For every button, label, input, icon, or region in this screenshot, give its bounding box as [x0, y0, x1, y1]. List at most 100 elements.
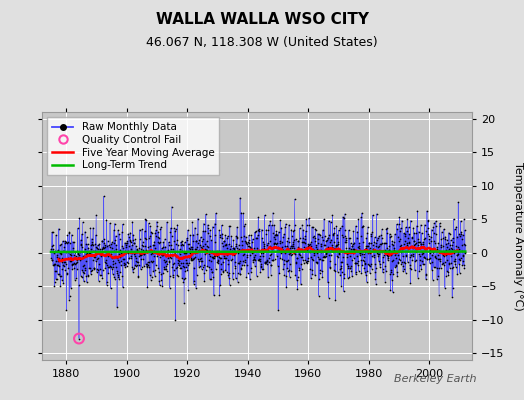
- Point: [91, 254, 100, 260]
- Point: [456, 257, 464, 264]
- Point: [382, 240, 390, 247]
- Point: [185, 260, 194, 267]
- Point: [315, 267, 324, 274]
- Point: [125, 243, 133, 249]
- Point: [234, 242, 243, 248]
- Point: [216, 255, 225, 261]
- Point: [138, 226, 146, 232]
- Point: [369, 246, 377, 252]
- Point: [322, 238, 331, 244]
- Point: [70, 252, 78, 258]
- Point: [291, 222, 299, 228]
- Point: [297, 260, 305, 267]
- Point: [328, 212, 336, 218]
- Point: [149, 268, 158, 274]
- Point: [236, 194, 244, 201]
- Point: [71, 249, 80, 255]
- Point: [434, 273, 442, 280]
- Point: [293, 255, 301, 262]
- Point: [102, 217, 111, 223]
- Point: [221, 267, 230, 274]
- Point: [266, 243, 274, 250]
- Point: [294, 238, 302, 244]
- Point: [426, 250, 434, 256]
- Point: [359, 239, 367, 245]
- Point: [231, 259, 239, 265]
- Point: [323, 249, 331, 256]
- Point: [379, 259, 388, 265]
- Point: [324, 234, 333, 241]
- Point: [443, 237, 451, 243]
- Point: [451, 226, 459, 233]
- Point: [209, 254, 217, 260]
- Point: [290, 237, 298, 244]
- Point: [201, 246, 210, 252]
- Point: [152, 250, 161, 256]
- Point: [213, 258, 222, 265]
- Point: [67, 258, 75, 264]
- Point: [179, 242, 187, 248]
- Point: [158, 245, 166, 252]
- Point: [53, 247, 62, 253]
- Point: [242, 239, 250, 245]
- Point: [423, 256, 431, 262]
- Point: [326, 219, 335, 225]
- Point: [110, 227, 118, 233]
- Point: [56, 250, 64, 257]
- Point: [188, 246, 196, 253]
- Point: [127, 254, 135, 261]
- Point: [385, 246, 393, 253]
- Point: [77, 272, 85, 279]
- Point: [328, 244, 336, 250]
- Point: [403, 234, 412, 241]
- Point: [51, 248, 60, 254]
- Point: [199, 228, 207, 234]
- Point: [311, 272, 319, 279]
- Point: [182, 235, 191, 242]
- Point: [274, 306, 282, 313]
- Point: [355, 245, 363, 251]
- Point: [396, 257, 404, 263]
- Point: [340, 288, 348, 294]
- Point: [206, 227, 214, 233]
- Point: [362, 243, 370, 249]
- Point: [398, 217, 406, 224]
- Point: [365, 262, 374, 268]
- Point: [242, 274, 250, 280]
- Point: [166, 225, 174, 231]
- Point: [57, 273, 65, 280]
- Point: [242, 240, 250, 246]
- Point: [204, 225, 213, 232]
- Point: [437, 236, 445, 243]
- Point: [199, 236, 207, 242]
- Point: [84, 244, 93, 251]
- Point: [414, 228, 423, 235]
- Point: [313, 240, 322, 246]
- Point: [115, 231, 123, 237]
- Point: [433, 276, 441, 282]
- Point: [121, 261, 129, 268]
- Point: [110, 274, 118, 280]
- Point: [147, 276, 155, 283]
- Point: [163, 261, 172, 267]
- Point: [68, 266, 77, 272]
- Point: [392, 262, 400, 268]
- Point: [261, 258, 270, 265]
- Point: [287, 226, 296, 233]
- Point: [306, 240, 314, 247]
- Point: [290, 196, 299, 202]
- Point: [381, 251, 390, 258]
- Point: [264, 274, 272, 280]
- Point: [85, 250, 94, 256]
- Point: [72, 256, 80, 262]
- Point: [298, 239, 307, 245]
- Point: [178, 237, 186, 244]
- Point: [108, 244, 116, 251]
- Point: [333, 231, 342, 238]
- Point: [458, 232, 467, 238]
- Point: [352, 269, 361, 275]
- Point: [224, 272, 233, 278]
- Point: [123, 238, 132, 244]
- Point: [234, 250, 243, 256]
- Point: [81, 228, 89, 235]
